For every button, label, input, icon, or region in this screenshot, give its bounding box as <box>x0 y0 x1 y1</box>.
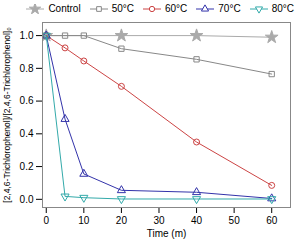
svg-text:0.6: 0.6 <box>20 95 34 106</box>
svg-text:0.4: 0.4 <box>20 128 34 139</box>
svg-text:0: 0 <box>43 215 49 226</box>
svg-text:40: 40 <box>191 215 203 226</box>
svg-text:0.0: 0.0 <box>20 194 34 205</box>
html-text:50°C: 50°C <box>111 3 134 14</box>
svg-text:Time (m): Time (m) <box>147 228 187 239</box>
html-text:60°C: 60°C <box>165 3 188 14</box>
svg-text:1.0: 1.0 <box>20 30 34 41</box>
svg-text:0.2: 0.2 <box>20 161 34 172</box>
svg-text:30: 30 <box>153 215 165 226</box>
svg-text:50: 50 <box>229 215 241 226</box>
html-text:80°C: 80°C <box>271 3 294 14</box>
svg-text:10: 10 <box>78 215 90 226</box>
svg-text:[2,4,6-Trichlorophenol]/[2,4,6: [2,4,6-Trichlorophenol]/[2,4,6-Trichloro… <box>2 27 12 203</box>
html-text:70°C: 70°C <box>218 3 241 14</box>
svg-text:20: 20 <box>116 215 128 226</box>
html-text:Control: Control <box>48 3 81 14</box>
svg-text:60: 60 <box>266 215 278 226</box>
svg-text:0.8: 0.8 <box>20 63 34 74</box>
